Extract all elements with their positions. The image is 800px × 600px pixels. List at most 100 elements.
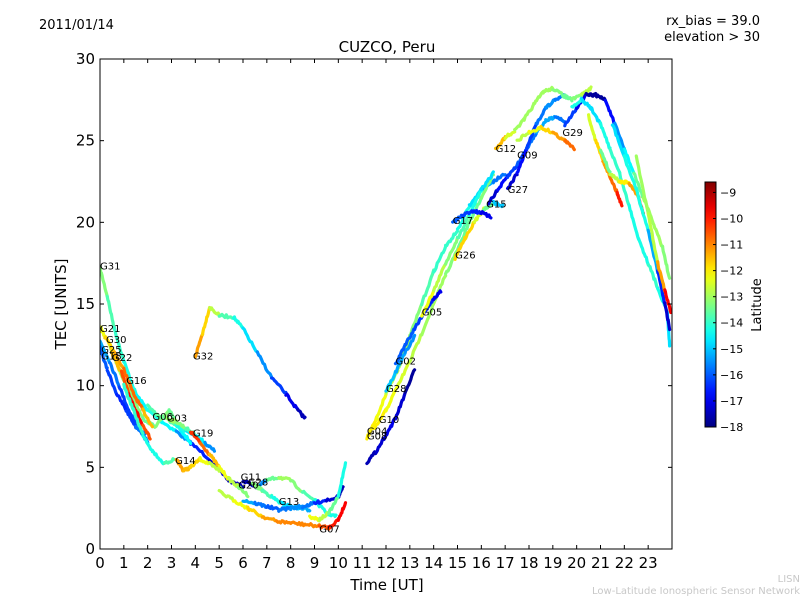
series-segment <box>372 407 388 431</box>
series-segment <box>486 187 500 206</box>
series-segment <box>618 179 631 186</box>
x-tick-label: 2 <box>143 554 153 572</box>
y-axis-label: TEC [UNITS] <box>52 259 70 351</box>
series-segment <box>374 392 388 422</box>
credit-line-2: Low-Latitude Ionospheric Sensor Network <box>592 586 800 597</box>
satellite-label: G02 <box>396 356 416 367</box>
satellite-label: G08 <box>367 432 387 443</box>
satellite-label: G18 <box>101 352 121 363</box>
series-segment <box>541 85 555 95</box>
satellite-labels: G31G21G30G25G18G22G16G06G03G19G14G32G11G… <box>100 128 583 536</box>
series-segment <box>131 407 145 436</box>
series-segment <box>522 102 536 122</box>
series-segment <box>632 171 645 200</box>
colorbar-tick-label: −18 <box>720 421 743 434</box>
series-segment <box>589 105 603 126</box>
series-segment <box>246 505 264 519</box>
series-G28b <box>384 333 417 393</box>
series-segment <box>527 126 543 135</box>
series-segment <box>656 269 667 306</box>
satellite-label: G16 <box>126 376 146 387</box>
series-segment <box>506 173 519 190</box>
series-segment <box>403 333 417 354</box>
series-segment <box>408 332 424 364</box>
series-segment <box>208 461 221 473</box>
series-segment <box>236 485 250 499</box>
series-segment <box>551 130 567 142</box>
series-segment <box>579 96 593 111</box>
series-segment <box>289 520 307 528</box>
x-tick-label: 12 <box>376 554 395 572</box>
series-segment <box>301 500 317 510</box>
series-segment <box>646 212 660 265</box>
series-segment <box>129 391 145 419</box>
series-segment <box>208 306 221 317</box>
series-segment <box>155 412 169 420</box>
series-segment <box>198 441 212 457</box>
colorbar-tick-label: −13 <box>720 291 743 304</box>
series-segment <box>403 368 417 394</box>
series-segment <box>496 174 510 192</box>
series-segment <box>563 105 579 128</box>
x-tick-label: 22 <box>615 554 634 572</box>
series-segment <box>303 522 321 529</box>
series-segment <box>634 186 650 233</box>
x-tick-label: 4 <box>191 554 201 572</box>
series-segment <box>432 289 443 302</box>
series-segment <box>115 392 128 413</box>
series-segment <box>393 391 407 421</box>
series-segment <box>301 489 317 502</box>
series-segment <box>579 85 593 97</box>
series-segment <box>217 312 236 320</box>
x-tick-label: 21 <box>591 554 610 572</box>
series-segment <box>365 415 379 441</box>
series-segment <box>250 481 264 493</box>
x-tick-label: 18 <box>519 554 538 572</box>
colorbar-gradient <box>704 181 717 428</box>
satellite-label: G20 <box>238 481 258 492</box>
series-segment <box>444 249 460 276</box>
series-segment <box>296 408 307 420</box>
series-segment <box>646 228 660 275</box>
series-G32 <box>193 305 307 420</box>
series-segment <box>627 203 641 241</box>
colorbar-label: Latitude <box>750 278 765 332</box>
series-segment <box>393 343 407 366</box>
series-segment <box>420 289 436 318</box>
series-G27 <box>506 93 567 190</box>
satellite-label: G28 <box>248 477 268 488</box>
series-segment <box>651 221 665 249</box>
series-segment <box>100 339 112 364</box>
series-segment <box>277 505 293 513</box>
x-tick-label: 5 <box>214 554 224 572</box>
series-segment <box>131 391 145 412</box>
series-segment <box>198 456 212 466</box>
series-segment <box>265 504 281 512</box>
series-segment <box>384 369 398 393</box>
series-segment <box>663 288 672 315</box>
series-segment <box>100 345 109 370</box>
colorbar-tick-label: −10 <box>720 212 743 225</box>
x-tick-label: 15 <box>448 554 467 572</box>
date-label: 2011/01/14 <box>39 18 114 33</box>
x-tick-label: 9 <box>310 554 320 572</box>
y-tick-label: 0 <box>85 540 95 558</box>
series-segment <box>622 154 638 191</box>
x-tick-label: 14 <box>424 554 443 572</box>
satellite-label: G11 <box>241 472 261 483</box>
series-segment <box>174 457 185 473</box>
series-segment <box>241 326 259 354</box>
series-segment <box>553 115 567 124</box>
series-segment <box>174 421 188 430</box>
series-segment <box>613 121 626 150</box>
series-segment <box>141 434 154 452</box>
series-segment <box>453 238 467 261</box>
satellite-label: G05 <box>422 307 442 318</box>
colorbar-tick-label: −12 <box>720 265 743 278</box>
series-segment <box>107 361 121 388</box>
series-segment <box>289 504 305 512</box>
colorbar-tick-label: −16 <box>720 369 743 382</box>
series-segment <box>515 148 529 175</box>
satellite-label: G31 <box>100 262 120 273</box>
